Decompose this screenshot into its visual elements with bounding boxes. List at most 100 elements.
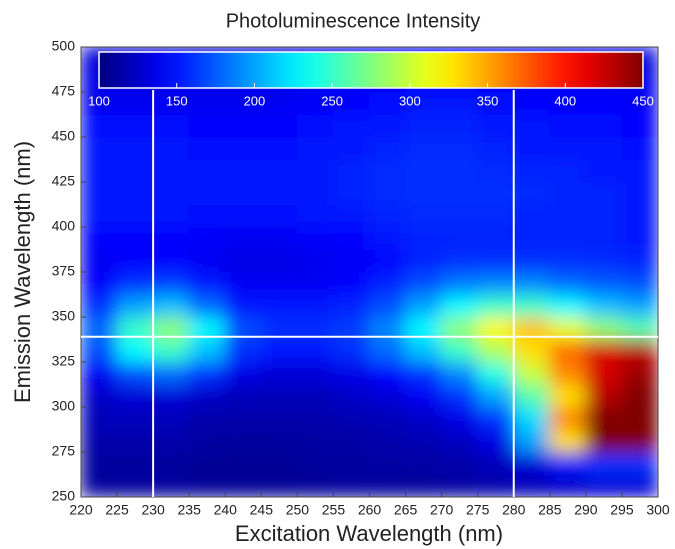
heatmap-cell (152, 384, 190, 408)
heatmap-cell (116, 249, 154, 273)
heatmap-cell (369, 316, 407, 340)
heatmap-cell (621, 384, 658, 408)
heatmap-cell (260, 181, 298, 205)
x-tick-label: 275 (466, 502, 490, 518)
heatmap-cell (513, 114, 551, 138)
heatmap-cell (549, 316, 587, 340)
heatmap-cell (477, 249, 515, 273)
heatmap-cell (116, 339, 154, 363)
heatmap-cell (405, 384, 443, 408)
x-tick-label: 230 (141, 502, 165, 518)
x-tick-label: 300 (646, 502, 670, 518)
heatmap (81, 47, 658, 497)
heatmap-cell (332, 429, 370, 453)
heatmap-cell (585, 226, 623, 250)
heatmap-cell (152, 361, 190, 385)
heatmap-cell (621, 429, 658, 453)
heatmap-cell (477, 406, 515, 430)
heatmap-cell (260, 226, 298, 250)
heatmap-cell (405, 339, 443, 363)
heatmap-cell (477, 339, 515, 363)
heatmap-cell (585, 271, 623, 295)
heatmap-cell (152, 271, 190, 295)
colorbar (98, 51, 644, 89)
heatmap-cell (549, 429, 587, 453)
y-tick-label: 375 (52, 263, 76, 279)
heatmap-cell (152, 474, 190, 497)
heatmap-cell (441, 429, 479, 453)
heatmap-cell (116, 181, 154, 205)
heatmap-cell (260, 91, 298, 115)
heatmap-cell (513, 361, 551, 385)
heatmap-cell (81, 136, 118, 160)
heatmap-cell (224, 114, 262, 138)
heatmap-cell (585, 406, 623, 430)
heatmap-cell (369, 181, 407, 205)
heatmap-cell (81, 159, 118, 183)
heatmap-cell (260, 451, 298, 475)
heatmap-cell (513, 91, 551, 115)
heatmap-cell (81, 181, 118, 205)
heatmap-cell (81, 226, 118, 250)
heatmap-cell (152, 249, 190, 273)
heatmap-cell (260, 474, 298, 497)
heatmap-cell (152, 181, 190, 205)
heatmap-cell (260, 384, 298, 408)
chart-title: Photoluminescence Intensity (226, 10, 481, 32)
heatmap-cell (296, 339, 334, 363)
heatmap-cell (152, 204, 190, 228)
heatmap-cell (224, 181, 262, 205)
heatmap-cell (224, 159, 262, 183)
y-tick-label: 425 (52, 173, 76, 189)
heatmap-cell (81, 474, 118, 497)
heatmap-cell (116, 226, 154, 250)
heatmap-cell (477, 474, 515, 497)
heatmap-cell (369, 474, 407, 497)
heatmap-cell (81, 429, 118, 453)
heatmap-cell (441, 316, 479, 340)
heatmap-cell (477, 451, 515, 475)
heatmap-cell (585, 91, 623, 115)
heatmap-cell (549, 474, 587, 497)
heatmap-cell (441, 249, 479, 273)
heatmap-cell (405, 226, 443, 250)
heatmap-cell (585, 316, 623, 340)
heatmap-cell (549, 451, 587, 475)
colorbar-tick-label: 450 (632, 93, 654, 108)
heatmap-cell (81, 204, 118, 228)
heatmap-cell (81, 249, 118, 273)
heatmap-cell (260, 159, 298, 183)
heatmap-cell (332, 406, 370, 430)
heatmap-cell (296, 474, 334, 497)
heatmap-cell (188, 91, 226, 115)
x-tick-label: 290 (574, 502, 598, 518)
x-tick-label: 295 (610, 502, 634, 518)
heatmap-cell (513, 204, 551, 228)
heatmap-cell (369, 429, 407, 453)
heatmap-cell (152, 159, 190, 183)
heatmap-cell (513, 294, 551, 318)
heatmap-cell (188, 361, 226, 385)
heatmap-cell (296, 204, 334, 228)
heatmap-cell (585, 114, 623, 138)
heatmap-cell (441, 181, 479, 205)
heatmap-cell (549, 91, 587, 115)
heatmap-cell (332, 181, 370, 205)
heatmap-cell (621, 451, 658, 475)
heatmap-cell (224, 271, 262, 295)
heatmap-cell (441, 226, 479, 250)
heatmap-cell (549, 361, 587, 385)
heatmap-cell (405, 429, 443, 453)
heatmap-cell (296, 136, 334, 160)
heatmap-cell (405, 204, 443, 228)
heatmap-cell (152, 339, 190, 363)
heatmap-cell (621, 406, 658, 430)
heatmap-cell (369, 159, 407, 183)
heatmap-cell (585, 204, 623, 228)
y-axis-label: Emission Wavelength (nm) (10, 141, 35, 403)
heatmap-cell (441, 474, 479, 497)
heatmap-cell (513, 406, 551, 430)
heatmap-cell (549, 249, 587, 273)
heatmap-cell (81, 316, 118, 340)
